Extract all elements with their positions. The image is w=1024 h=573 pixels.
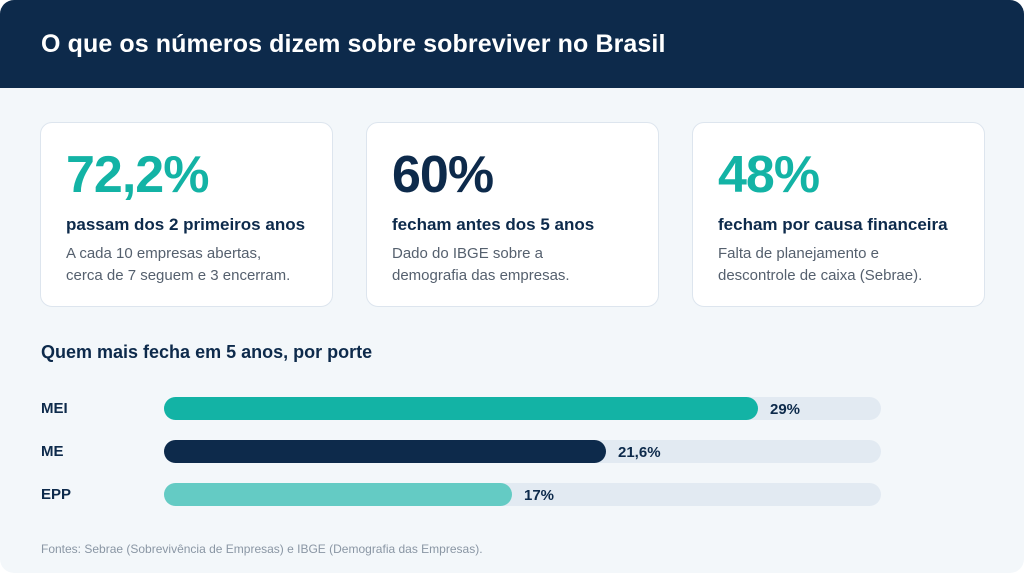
bar-row-epp: EPP 17% [41, 483, 921, 506]
page-title: O que os números dizem sobre sobreviver … [41, 29, 666, 58]
bar-track: 29% [164, 397, 881, 420]
category-label: ME [41, 443, 64, 460]
bar-fill [164, 483, 512, 506]
stat-value: 48% [718, 146, 820, 204]
stat-value: 72,2% [66, 146, 209, 204]
category-label: MEI [41, 400, 68, 417]
stat-subtitle: passam dos 2 primeiros anos [66, 215, 306, 234]
bar-value-label: 17% [524, 487, 555, 504]
bar-fill [164, 440, 606, 463]
stat-description: Dado do IBGE sobre a demografia das empr… [392, 245, 570, 284]
stat-card-closure: 60% fecham antes dos 5 anos Dado do IBGE… [366, 122, 659, 307]
stat-subtitle: fecham por causa financeira [718, 215, 948, 234]
stat-description: A cada 10 empresas abertas, cerca de 7 s… [66, 245, 291, 284]
stat-value: 60% [392, 146, 494, 204]
header-bar: O que os números dizem sobre sobreviver … [0, 0, 1024, 88]
bar-value-label: 29% [770, 401, 801, 418]
bar-track: 21,6% [164, 440, 881, 463]
bar-row-mei: MEI 29% [41, 397, 921, 420]
stat-cards: 72,2% passam dos 2 primeiros anos A cada… [40, 122, 985, 307]
category-label: EPP [41, 486, 72, 503]
bar-fill [164, 397, 758, 420]
bar-track: 17% [164, 483, 881, 506]
source-footnote: Fontes: Sebrae (Sobrevivência de Empresa… [41, 542, 483, 556]
chart-title: Quem mais fecha em 5 anos, por porte [41, 342, 373, 362]
bar-chart: MEI 29% ME 21,6% EPP 17% [41, 397, 921, 526]
bar-row-me: ME 21,6% [41, 440, 921, 463]
bar-value-label: 21,6% [618, 444, 661, 461]
stat-description: Falta de planejamento e descontrole de c… [718, 245, 923, 284]
stat-subtitle: fecham antes dos 5 anos [392, 215, 595, 234]
stat-card-survival: 72,2% passam dos 2 primeiros anos A cada… [40, 122, 333, 307]
stat-card-financial: 48% fecham por causa financeira Falta de… [692, 122, 985, 307]
